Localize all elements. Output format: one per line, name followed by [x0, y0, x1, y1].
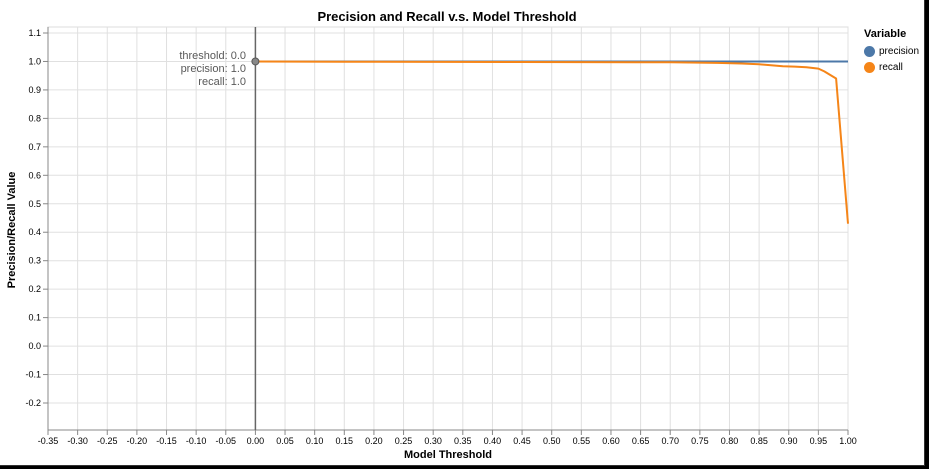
legend-dot-recall	[864, 61, 875, 73]
x-tick-label: 0.80	[721, 436, 739, 446]
tooltip-precision: precision: 1.0	[180, 63, 246, 75]
y-tick-label: 0.5	[28, 199, 41, 209]
x-tick-label: 0.85	[750, 436, 768, 446]
y-tick-label: 0.8	[28, 113, 41, 123]
legend-label-recall: recall	[879, 61, 903, 73]
legend-title: Variable	[864, 28, 907, 40]
x-tick-label: -0.15	[156, 436, 177, 446]
x-tick-label: 0.40	[484, 436, 502, 446]
x-tick-label: 0.50	[543, 436, 561, 446]
y-tick-label: 1.1	[28, 28, 41, 38]
y-tick-label: 0.3	[28, 256, 41, 266]
x-tick-label: 1.00	[839, 436, 857, 446]
y-tick-label: 1.0	[28, 56, 41, 66]
x-axis-label: Model Threshold	[404, 449, 492, 461]
x-tick-label: 0.70	[661, 436, 679, 446]
legend-label-precision: precision	[879, 45, 920, 57]
x-tick-label: 0.95	[810, 436, 828, 446]
legend-dot-precision	[864, 45, 875, 57]
y-tick-label: 0.7	[28, 142, 41, 152]
x-tick-label: 0.45	[513, 436, 531, 446]
y-axis-label: Precision/Recall Value	[6, 171, 18, 289]
x-tick-label: -0.30	[67, 436, 88, 446]
x-tick-label: 0.20	[365, 436, 383, 446]
y-tick-label: 0.2	[28, 284, 41, 294]
legend-item-precision[interactable]: precision	[864, 43, 919, 59]
x-tick-label: -0.05	[216, 436, 237, 446]
x-tick-label: -0.35	[38, 436, 59, 446]
x-tick-label: 0.00	[247, 436, 265, 446]
y-tick-label: 0.1	[28, 313, 41, 323]
x-tick-label: -0.20	[127, 436, 148, 446]
y-tick-label: 0.6	[28, 170, 41, 180]
x-tick-label: 0.25	[395, 436, 413, 446]
highlight-point	[251, 57, 260, 66]
x-tick-label: -0.10	[186, 436, 207, 446]
x-tick-label: 0.05	[276, 436, 294, 446]
tooltip-threshold: threshold: 0.0	[179, 50, 246, 62]
threshold-tooltip: threshold: 0.0 precision: 1.0 recall: 1.…	[150, 50, 246, 89]
x-tick-label: 0.10	[306, 436, 324, 446]
x-tick-label: 0.15	[336, 436, 354, 446]
y-tick-label: -0.2	[25, 398, 41, 408]
x-tick-label: 0.35	[454, 436, 472, 446]
x-tick-label: 0.30	[424, 436, 442, 446]
series-line-recall	[255, 60, 849, 224]
y-tick-label: 0.0	[28, 341, 41, 351]
x-tick-label: 0.55	[573, 436, 591, 446]
x-tick-label: 0.90	[780, 436, 798, 446]
y-tick-label: 0.4	[28, 227, 41, 237]
x-tick-label: 0.65	[632, 436, 650, 446]
tooltip-recall: recall: 1.0	[198, 76, 246, 88]
x-tick-label: 0.60	[602, 436, 620, 446]
chart-title: Precision and Recall v.s. Model Threshol…	[317, 9, 577, 24]
x-tick-label: -0.25	[97, 436, 118, 446]
legend-item-recall[interactable]: recall	[864, 59, 919, 75]
y-tick-label: 0.9	[28, 85, 41, 95]
y-tick-label: -0.1	[25, 370, 41, 380]
legend[interactable]: Variable precision recall	[864, 28, 919, 75]
x-tick-label: 0.75	[691, 436, 709, 446]
